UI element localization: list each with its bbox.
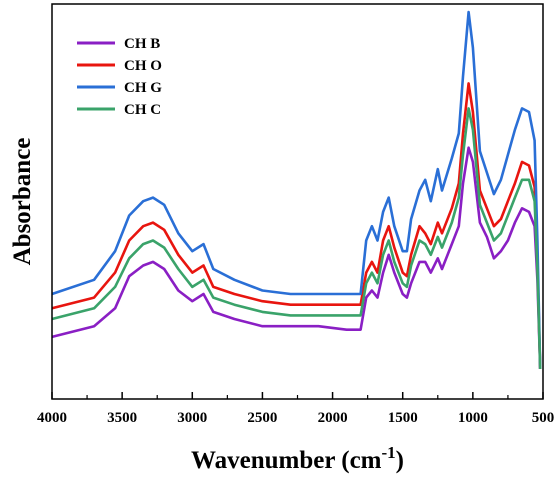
x-tick-label: 2000: [318, 410, 348, 426]
x-tick-label: 4000: [37, 410, 67, 426]
x-axis-title-close: ): [396, 447, 404, 474]
legend-label: CH B: [124, 36, 160, 52]
x-tick-label: 1500: [388, 410, 418, 426]
series-layer: [51, 10, 542, 370]
x-axis-ticks: 4000 3500 3000 2500 2000 1500 1000 500: [37, 392, 554, 426]
legend-label: CH O: [124, 58, 162, 74]
series-line-ch-b: [51, 146, 542, 370]
x-tick-label: 1000: [458, 410, 488, 426]
x-tick-label: 500: [532, 410, 555, 426]
x-tick-label: 3500: [107, 410, 137, 426]
legend-label: CH C: [124, 102, 161, 118]
x-axis-title-superscript: -1: [382, 443, 396, 462]
legend: CH B CH O CH G CH C: [77, 36, 162, 118]
series-line-ch-c: [51, 107, 542, 370]
x-tick-label: 2500: [247, 410, 277, 426]
x-axis-title: Wavenumber (cm-1): [191, 443, 404, 474]
y-axis-title: Absorbance: [9, 138, 36, 266]
legend-label: CH G: [124, 80, 162, 96]
x-axis-title-text: Wavenumber (cm: [191, 447, 382, 474]
x-tick-label: 3000: [177, 410, 207, 426]
series-line-ch-o: [51, 82, 542, 370]
series-line-ch-g: [51, 10, 542, 370]
